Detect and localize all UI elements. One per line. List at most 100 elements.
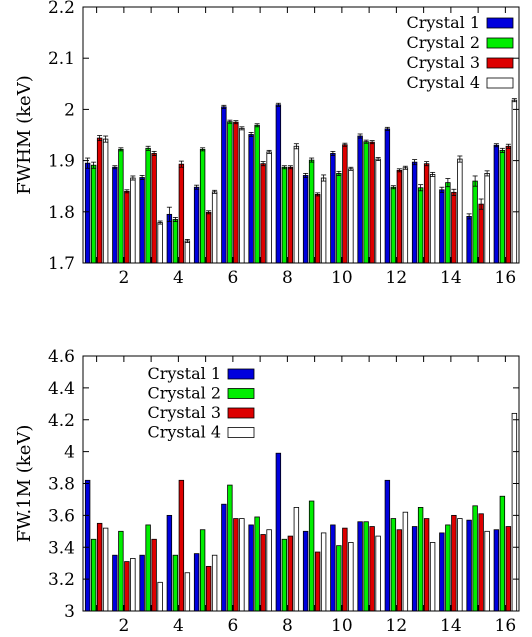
bar bbox=[288, 167, 293, 263]
x-tick-label: 2 bbox=[118, 616, 129, 636]
y-tick-label: 3.6 bbox=[48, 506, 75, 526]
bar bbox=[185, 573, 190, 611]
legend-swatch bbox=[228, 369, 254, 379]
bar bbox=[309, 160, 314, 263]
bar bbox=[343, 528, 348, 611]
y-tick-label: 3.8 bbox=[48, 475, 75, 495]
y-tick-label: 3.2 bbox=[48, 570, 75, 590]
bar bbox=[370, 527, 375, 611]
legend-label: Crystal 2 bbox=[407, 33, 481, 52]
bar bbox=[364, 142, 369, 263]
bar bbox=[309, 501, 314, 611]
bar bbox=[430, 174, 435, 263]
bar bbox=[234, 519, 239, 611]
bar bbox=[228, 122, 233, 263]
bar bbox=[119, 531, 124, 611]
x-tick-label: 14 bbox=[440, 616, 462, 636]
bar bbox=[370, 142, 375, 263]
bar bbox=[173, 555, 178, 611]
bar bbox=[376, 159, 381, 263]
bar bbox=[358, 522, 363, 611]
y-tick-label: 2.2 bbox=[48, 0, 75, 18]
bar bbox=[397, 530, 402, 611]
bar bbox=[282, 539, 287, 611]
fw1m-chart: 33.23.43.63.844.24.44.62 4 6 8 10 12 14 16FW.1M… bbox=[14, 347, 519, 636]
x-tick-label: 2 bbox=[118, 268, 129, 288]
bar bbox=[249, 134, 254, 263]
x-tick-label: 10 bbox=[331, 268, 353, 288]
x-tick-label: 10 bbox=[331, 616, 353, 636]
bar bbox=[267, 530, 272, 611]
legend-swatch bbox=[487, 58, 513, 68]
bar bbox=[91, 165, 96, 263]
legend-label: Crystal 4 bbox=[148, 423, 222, 442]
bar bbox=[506, 146, 511, 263]
bar bbox=[103, 139, 108, 263]
legend-swatch bbox=[487, 78, 513, 88]
legend-label: Crystal 2 bbox=[148, 384, 222, 403]
bar bbox=[500, 150, 505, 263]
x-tick-label: 16 bbox=[495, 616, 517, 636]
x-tick-label: 4 bbox=[173, 268, 184, 288]
bar bbox=[485, 531, 490, 611]
bar bbox=[234, 122, 239, 263]
legend-swatch bbox=[228, 428, 254, 438]
bar bbox=[276, 105, 281, 263]
bar bbox=[152, 539, 157, 611]
bar bbox=[140, 555, 145, 611]
bar bbox=[303, 531, 308, 611]
bar bbox=[424, 519, 429, 611]
x-tick-label: 12 bbox=[386, 268, 408, 288]
bar bbox=[458, 519, 463, 611]
legend-swatch bbox=[228, 389, 254, 399]
y-tick-label: 1.7 bbox=[48, 254, 75, 274]
bar bbox=[294, 507, 299, 611]
bar bbox=[494, 530, 499, 611]
bar bbox=[179, 164, 184, 263]
bar bbox=[391, 519, 396, 611]
bar bbox=[452, 515, 457, 611]
bar bbox=[97, 138, 102, 263]
y-tick-label: 1.9 bbox=[48, 152, 75, 172]
bar bbox=[276, 453, 281, 611]
bar bbox=[349, 169, 354, 263]
bar bbox=[240, 519, 245, 611]
legend-label: Crystal 3 bbox=[407, 53, 481, 72]
bar bbox=[331, 153, 336, 263]
x-tick-label: 12 bbox=[386, 616, 408, 636]
bar bbox=[288, 536, 293, 611]
bar bbox=[473, 506, 478, 611]
bar bbox=[403, 512, 408, 611]
bar bbox=[158, 582, 163, 611]
bar bbox=[494, 145, 499, 263]
bar bbox=[418, 507, 423, 611]
bar bbox=[97, 523, 102, 611]
bar bbox=[440, 533, 445, 611]
bar bbox=[212, 192, 217, 263]
y-tick-label: 2 bbox=[64, 100, 75, 120]
bar bbox=[452, 192, 457, 263]
x-tick-label: 6 bbox=[227, 268, 238, 288]
bar bbox=[418, 188, 423, 263]
bar bbox=[125, 562, 130, 611]
bar bbox=[364, 522, 369, 611]
bar bbox=[485, 173, 490, 263]
bar bbox=[321, 178, 326, 263]
fwhm-chart: 1.7 1.8 1.9 2 2.1 2.2 2 4 6 8 10 12 14 16 FWHM (keV) Cr… bbox=[14, 0, 519, 288]
bar bbox=[255, 125, 260, 263]
x-tick-label: 8 bbox=[282, 268, 293, 288]
bar bbox=[152, 153, 157, 263]
y-tick-label: 2.1 bbox=[48, 49, 75, 69]
x-tick-label: 14 bbox=[440, 268, 462, 288]
bar bbox=[200, 530, 205, 611]
bar bbox=[315, 552, 320, 611]
bar bbox=[391, 187, 396, 263]
bar bbox=[131, 558, 136, 611]
bar bbox=[385, 480, 390, 611]
bar bbox=[397, 170, 402, 263]
bar bbox=[113, 167, 118, 263]
legend-label: Crystal 1 bbox=[407, 13, 481, 32]
bar bbox=[512, 413, 517, 611]
bar bbox=[206, 212, 211, 263]
bar bbox=[349, 542, 354, 611]
